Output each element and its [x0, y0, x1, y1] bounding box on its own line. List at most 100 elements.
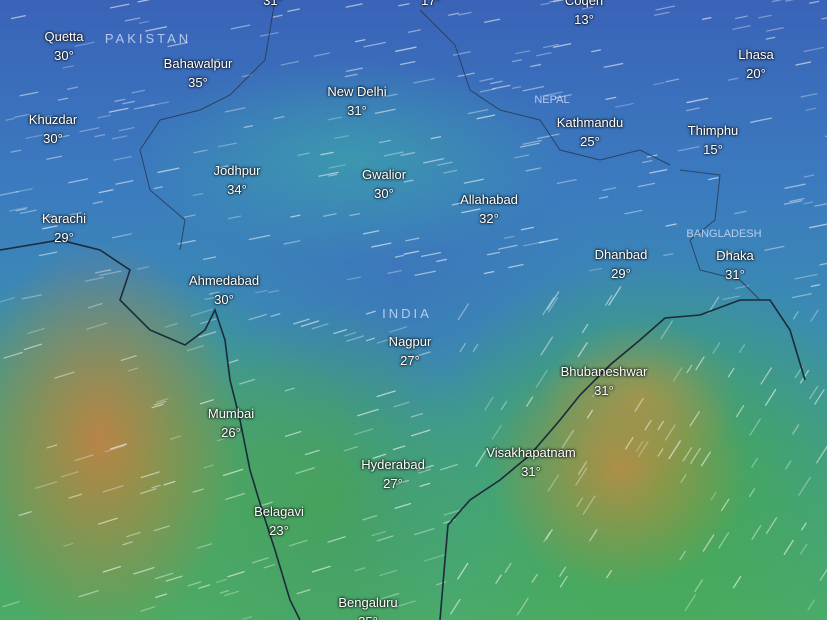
city-label[interactable]: Bhubaneshwar 31°: [561, 362, 648, 400]
city-label[interactable]: Gwalior 30°: [362, 165, 406, 203]
wind-streak: [665, 223, 677, 227]
city-label[interactable]: Dhaka 31°: [716, 246, 754, 284]
wind-streak: [819, 568, 827, 581]
city-label[interactable]: Belagavi 23°: [254, 502, 304, 540]
city-label[interactable]: Visakhapatnam 31°: [486, 443, 575, 481]
city-label[interactable]: Dhanbad 29°: [595, 245, 648, 283]
wind-streak: [702, 16, 712, 20]
wind-streak: [765, 517, 778, 535]
wind-streak: [66, 86, 79, 90]
country-label-india: INDIA: [382, 306, 432, 321]
city-label[interactable]: Karachi 29°: [42, 209, 86, 247]
wind-streak: [605, 295, 613, 306]
city-temperature: 31°: [347, 103, 367, 118]
wind-streak: [479, 77, 494, 82]
city-name: Dhanbad: [594, 247, 648, 262]
city-label[interactable]: Mumbai 26°: [208, 404, 254, 442]
wind-streak: [283, 240, 301, 245]
wind-streak: [614, 102, 634, 108]
wind-streak: [403, 250, 420, 255]
city-label[interactable]: 31°: [263, 0, 283, 10]
wind-streak: [224, 107, 246, 113]
city-label[interactable]: Kathmandu 25°: [557, 113, 624, 151]
wind-streak: [757, 14, 772, 19]
wind-streak: [227, 215, 242, 220]
wind-streak: [297, 152, 310, 157]
wind-streak: [85, 322, 108, 330]
wind-streak: [654, 11, 670, 16]
wind-streak: [328, 164, 346, 169]
wind-streak: [423, 553, 446, 562]
wind-streak: [536, 52, 552, 57]
city-label[interactable]: New Delhi 31°: [327, 82, 386, 120]
city-label[interactable]: Nagpur 27°: [389, 332, 432, 370]
wind-streak: [323, 213, 337, 217]
wind-streak: [810, 284, 821, 288]
wind-streak: [399, 61, 416, 66]
city-temperature: 29°: [611, 266, 631, 281]
wind-streak: [394, 600, 416, 608]
city-temperature: 31°: [521, 464, 541, 479]
city-label[interactable]: Hyderabad 27°: [361, 455, 425, 493]
wind-streak: [500, 400, 508, 410]
wind-streak: [538, 238, 559, 244]
wind-streak: [677, 146, 700, 152]
city-temperature: 15°: [703, 142, 723, 157]
wind-streak: [545, 529, 553, 540]
wind-streak: [577, 461, 588, 475]
city-temperature: 31°: [594, 383, 614, 398]
city-name: Nagpur: [388, 334, 432, 349]
wind-streak: [255, 289, 268, 294]
city-temperature: 29°: [54, 230, 74, 245]
city-label[interactable]: Khuzdar 30°: [29, 110, 77, 148]
city-label[interactable]: Allahabad 32°: [460, 190, 518, 228]
city-label[interactable]: Bengaluru 25°: [338, 593, 397, 620]
wind-streak: [389, 326, 408, 333]
wind-streak: [114, 98, 126, 102]
city-label[interactable]: Ahmedabad 30°: [189, 271, 259, 309]
wind-streak: [792, 424, 800, 435]
city-label[interactable]: Coqen 13°: [565, 0, 603, 29]
city-label[interactable]: Thimphu 15°: [688, 121, 739, 159]
wind-streak: [311, 323, 329, 330]
wind-streak: [708, 176, 719, 181]
wind-streak: [495, 574, 502, 584]
wind-streak: [187, 581, 202, 587]
wind-streak: [407, 29, 421, 33]
city-label[interactable]: Bahawalpur 35°: [164, 54, 233, 92]
wind-streak: [422, 158, 445, 164]
wind-streak: [111, 135, 128, 140]
wind-streak: [46, 121, 58, 126]
wind-streak: [410, 429, 431, 437]
wind-streak: [296, 589, 311, 595]
wind-streak: [544, 91, 563, 97]
wind-streak: [219, 589, 229, 594]
wind-streak: [131, 89, 146, 94]
wind-streak: [383, 151, 404, 157]
city-name: Hyderabad: [361, 457, 425, 472]
wind-streak: [765, 36, 776, 40]
wind-streak: [164, 322, 179, 328]
wind-streak: [63, 542, 74, 547]
city-label[interactable]: Quetta 30°: [44, 27, 83, 65]
city-label[interactable]: Jodhpur 34°: [214, 161, 261, 199]
wind-streak: [354, 567, 366, 572]
wind-streak: [803, 201, 814, 205]
wind-streak: [561, 429, 575, 449]
wind-streak: [87, 303, 103, 309]
wind-streak: [79, 127, 100, 133]
wind-streak: [203, 464, 214, 469]
city-label[interactable]: 17°: [421, 0, 441, 10]
wind-streak: [660, 320, 673, 340]
wind-streak: [8, 206, 28, 212]
city-label[interactable]: Lhasa 20°: [738, 45, 773, 83]
wind-streak: [503, 235, 515, 239]
wind-streak: [732, 25, 751, 30]
wind-streak: [734, 15, 748, 20]
wind-streak: [346, 276, 362, 281]
wind-streak: [751, 457, 758, 468]
wind-streak: [242, 616, 253, 620]
wind-streak: [243, 125, 254, 129]
